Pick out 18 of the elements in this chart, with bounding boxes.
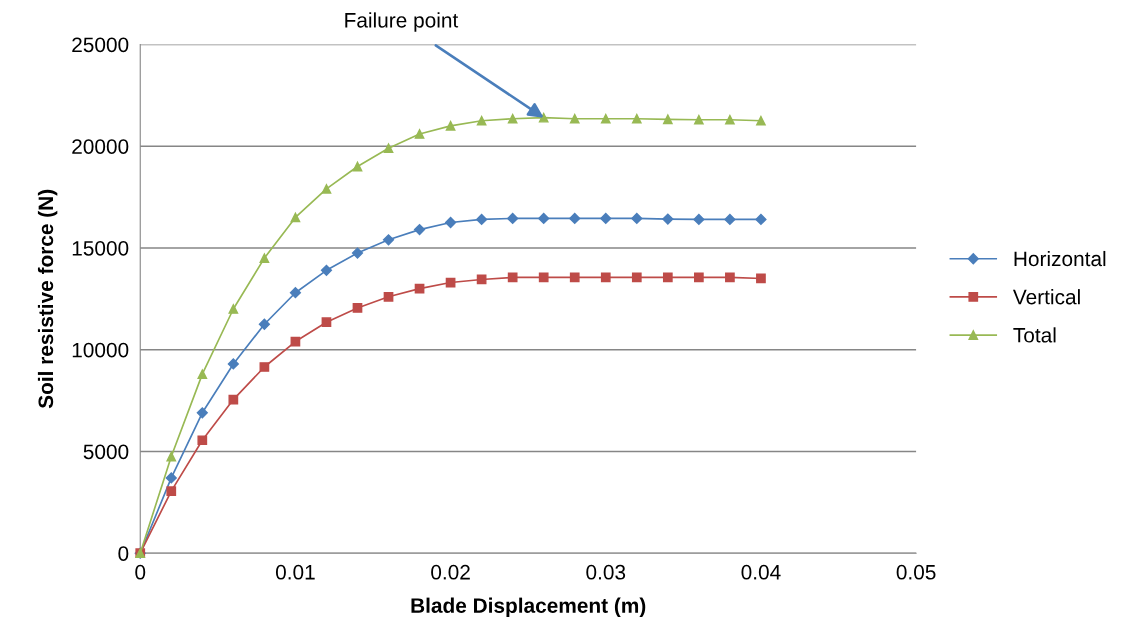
y-tick-label: 0 [118, 546, 129, 561]
y-tick-label: 5000 [83, 444, 129, 460]
y-tick-label: 15000 [72, 240, 129, 256]
y-axis-title: Soil resistive force (N) [37, 189, 58, 409]
x-tick-label: 0.03 [586, 564, 626, 580]
x-tick-label: 0.04 [741, 564, 781, 580]
x-axis-title: Blade Displacement (m) [411, 597, 646, 618]
x-tick-label: 0 [135, 564, 146, 580]
legend-label: Total [1013, 327, 1056, 343]
y-tick-label: 25000 [72, 37, 129, 53]
legend-label: Horizontal [1014, 250, 1106, 267]
x-tick-label: 0.01 [275, 564, 315, 580]
x-tick-label: 0.05 [896, 564, 936, 580]
y-tick-label: 20000 [72, 139, 129, 154]
y-tick-label: 10000 [72, 342, 129, 358]
annotation: Failure point [345, 12, 459, 32]
legend-label: Vertical [1012, 289, 1080, 305]
x-tick-label: 0.02 [431, 564, 470, 580]
